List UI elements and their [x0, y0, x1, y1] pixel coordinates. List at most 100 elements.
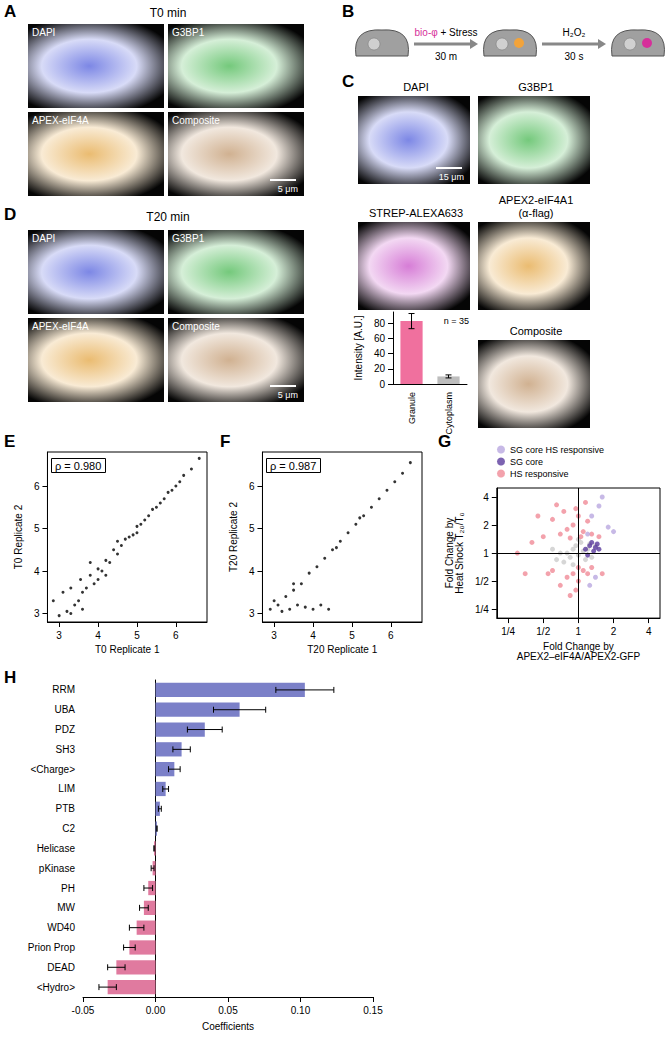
svg-text:PH: PH	[61, 883, 75, 894]
svg-text:0.15: 0.15	[363, 1005, 383, 1016]
svg-text:1: 1	[483, 548, 489, 559]
svg-text:Fold Change by: Fold Change by	[543, 640, 614, 652]
html-text:C: C	[342, 72, 355, 91]
svg-text:T0 Replicate 1: T0 Replicate 1	[95, 644, 160, 655]
html-text:D: D	[4, 205, 17, 224]
svg-text:Heat Shock T₂₀/T₀: Heat Shock T₂₀/T₀	[454, 512, 465, 593]
html-text:H: H	[4, 668, 17, 687]
svg-text:Intensity [A.U.]: Intensity [A.U.]	[353, 315, 364, 380]
html-text:T0 min: T0 min	[149, 6, 187, 20]
html-text:15 μm: 15 μm	[438, 172, 464, 182]
svg-text:1/4: 1/4	[475, 604, 489, 615]
svg-text:RRM: RRM	[52, 684, 75, 695]
html-text:Composite: Composite	[172, 115, 220, 126]
svg-text:0.10: 0.10	[291, 1005, 311, 1016]
svg-text:5: 5	[134, 630, 140, 641]
svg-text:3: 3	[271, 630, 277, 641]
svg-text:4: 4	[646, 626, 652, 637]
svg-text:40: 40	[374, 348, 386, 359]
svg-text:Cytoplasm: Cytoplasm	[444, 392, 454, 435]
html-text:DAPI: DAPI	[32, 27, 56, 38]
svg-text:0.00: 0.00	[146, 1005, 166, 1016]
svg-text:T0 Replicate 2: T0 Replicate 2	[13, 504, 24, 569]
svg-text:6: 6	[249, 481, 255, 492]
svg-text:WD40: WD40	[47, 922, 75, 933]
html-text:APEX2-eIF4A1 (α-flag): APEX2-eIF4A1 (α-flag)	[498, 194, 574, 219]
svg-text:30 m: 30 m	[435, 51, 457, 62]
svg-text:1/2: 1/2	[475, 576, 489, 587]
svg-text:MW: MW	[57, 902, 75, 913]
svg-text:80: 80	[374, 318, 386, 329]
svg-text:HS responsive: HS responsive	[510, 469, 569, 479]
svg-text:Prion Prop: Prion Prop	[28, 942, 76, 953]
html-text:5 μm: 5 μm	[277, 390, 298, 400]
svg-text:PTB: PTB	[56, 803, 76, 814]
svg-text:1: 1	[576, 626, 582, 637]
svg-text:DEAD: DEAD	[47, 962, 75, 973]
svg-text:bio-φ + Stress: bio-φ + Stress	[415, 27, 478, 38]
svg-text:UBA: UBA	[54, 704, 75, 715]
html-text:G3BP1: G3BP1	[518, 81, 554, 93]
svg-text:T20 Replicate 1: T20 Replicate 1	[307, 644, 377, 655]
html-text:F: F	[220, 432, 231, 451]
svg-text:3: 3	[34, 608, 40, 619]
svg-text:2: 2	[611, 626, 617, 637]
svg-text:Fold Change by: Fold Change by	[443, 517, 455, 589]
html-text:APEX-eIF4A: APEX-eIF4A	[32, 115, 89, 126]
html-text:STREP-ALEXA633: STREP-ALEXA633	[368, 207, 464, 219]
svg-text:pKinase: pKinase	[39, 863, 76, 874]
svg-text:20: 20	[374, 363, 386, 374]
html-text:E: E	[4, 432, 16, 451]
svg-text:3: 3	[249, 608, 255, 619]
svg-text:1/4: 1/4	[501, 626, 515, 637]
svg-text:Granule: Granule	[407, 392, 417, 424]
html-text:DAPI: DAPI	[403, 81, 429, 93]
svg-text:APEX2–eIF4A/APEX2-GFP: APEX2–eIF4A/APEX2-GFP	[517, 651, 641, 662]
svg-text:4: 4	[483, 492, 489, 503]
svg-text:6: 6	[388, 630, 394, 641]
svg-text:ρ = 0.980: ρ = 0.980	[55, 460, 101, 472]
html-text:G3BP1: G3BP1	[172, 27, 205, 38]
svg-text:SH3: SH3	[56, 744, 76, 755]
svg-text:5: 5	[349, 630, 355, 641]
svg-text:n = 35: n = 35	[444, 316, 469, 326]
svg-text:Helicase: Helicase	[37, 843, 76, 854]
svg-text:SG core: SG core	[510, 457, 543, 467]
svg-text:4: 4	[310, 630, 316, 641]
svg-text:0: 0	[379, 379, 385, 390]
svg-text:4: 4	[34, 566, 40, 577]
svg-text:6: 6	[34, 481, 40, 492]
svg-text:<Hydro>: <Hydro>	[37, 982, 76, 993]
html-text:T20 min: T20 min	[146, 210, 190, 224]
svg-text:LIM: LIM	[58, 783, 75, 794]
svg-text:0.05: 0.05	[218, 1005, 238, 1016]
svg-text:6: 6	[173, 630, 179, 641]
svg-text:Coefficients: Coefficients	[202, 1021, 254, 1032]
html-text:Composite: Composite	[509, 325, 563, 337]
svg-text:C2: C2	[62, 823, 75, 834]
html-text:A: A	[4, 2, 17, 21]
html-text:B: B	[342, 2, 355, 21]
svg-text:30 s: 30 s	[565, 51, 584, 62]
svg-text:-0.05: -0.05	[72, 1005, 95, 1016]
svg-text:H₂O₂: H₂O₂	[563, 27, 586, 38]
svg-text:3: 3	[56, 630, 62, 641]
svg-text:ρ = 0.987: ρ = 0.987	[270, 460, 316, 472]
svg-text:4: 4	[95, 630, 101, 641]
svg-text:5: 5	[249, 523, 255, 534]
svg-text:1/2: 1/2	[536, 626, 550, 637]
html-text:5 μm: 5 μm	[277, 184, 298, 194]
svg-text:<Charge>: <Charge>	[31, 764, 76, 775]
html-text:APEX-eIF4A: APEX-eIF4A	[32, 321, 89, 332]
html-text:G3BP1: G3BP1	[172, 233, 205, 244]
svg-text:2: 2	[483, 520, 489, 531]
svg-text:5: 5	[34, 523, 40, 534]
svg-text:SG core HS responsive: SG core HS responsive	[510, 445, 604, 455]
svg-text:60: 60	[374, 333, 386, 344]
svg-text:T20 Replicate 2: T20 Replicate 2	[228, 502, 239, 572]
html-text:Composite: Composite	[172, 321, 220, 332]
html-text:G: G	[438, 432, 452, 451]
html-text:DAPI: DAPI	[32, 233, 56, 244]
svg-text:PDZ: PDZ	[55, 724, 75, 735]
svg-text:4: 4	[249, 566, 255, 577]
